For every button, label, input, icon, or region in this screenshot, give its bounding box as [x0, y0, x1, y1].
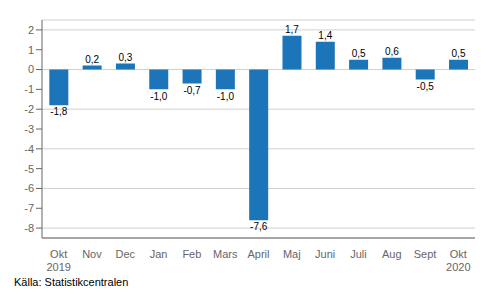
- svg-text:Juli: Juli: [350, 248, 367, 260]
- svg-text:-1,8: -1,8: [50, 106, 68, 117]
- svg-text:Jan: Jan: [150, 248, 168, 260]
- svg-text:-4: -4: [24, 143, 34, 155]
- svg-text:Maj: Maj: [283, 248, 301, 260]
- svg-text:1: 1: [28, 44, 34, 56]
- svg-text:-8: -8: [24, 222, 34, 234]
- svg-text:-3: -3: [24, 123, 34, 135]
- svg-text:April: April: [247, 248, 269, 260]
- svg-text:-1: -1: [24, 83, 34, 95]
- svg-text:-2: -2: [24, 103, 34, 115]
- svg-text:0,3: 0,3: [118, 52, 132, 63]
- svg-text:-1,0: -1,0: [217, 91, 235, 102]
- svg-text:0,2: 0,2: [85, 54, 99, 65]
- svg-text:0: 0: [28, 63, 34, 75]
- svg-text:Feb: Feb: [182, 248, 201, 260]
- svg-text:0,5: 0,5: [352, 48, 366, 59]
- svg-text:Mars: Mars: [213, 248, 238, 260]
- svg-text:-1,0: -1,0: [150, 91, 168, 102]
- svg-text:Nov: Nov: [82, 248, 102, 260]
- svg-text:1,7: 1,7: [285, 24, 299, 35]
- svg-text:1,4: 1,4: [318, 30, 332, 41]
- html-text:Källa: Statistikcentralen: Källa: Statistikcentralen: [14, 276, 129, 288]
- svg-text:0,6: 0,6: [385, 46, 399, 57]
- svg-text:-0,5: -0,5: [417, 81, 435, 92]
- svg-text:Okt2019: Okt2019: [46, 248, 70, 273]
- svg-text:Juni: Juni: [315, 248, 335, 260]
- svg-text:2: 2: [28, 24, 34, 36]
- svg-text:Aug: Aug: [382, 248, 402, 260]
- svg-text:-6: -6: [24, 182, 34, 194]
- svg-text:Okt2020: Okt2020: [446, 248, 470, 273]
- svg-text:-5: -5: [24, 163, 34, 175]
- svg-text:-0,7: -0,7: [183, 85, 201, 96]
- svg-text:Sept: Sept: [414, 248, 437, 260]
- svg-text:-7,6: -7,6: [250, 221, 268, 232]
- svg-text:-7: -7: [24, 202, 34, 214]
- svg-text:0,5: 0,5: [452, 48, 466, 59]
- svg-text:Dec: Dec: [115, 248, 135, 260]
